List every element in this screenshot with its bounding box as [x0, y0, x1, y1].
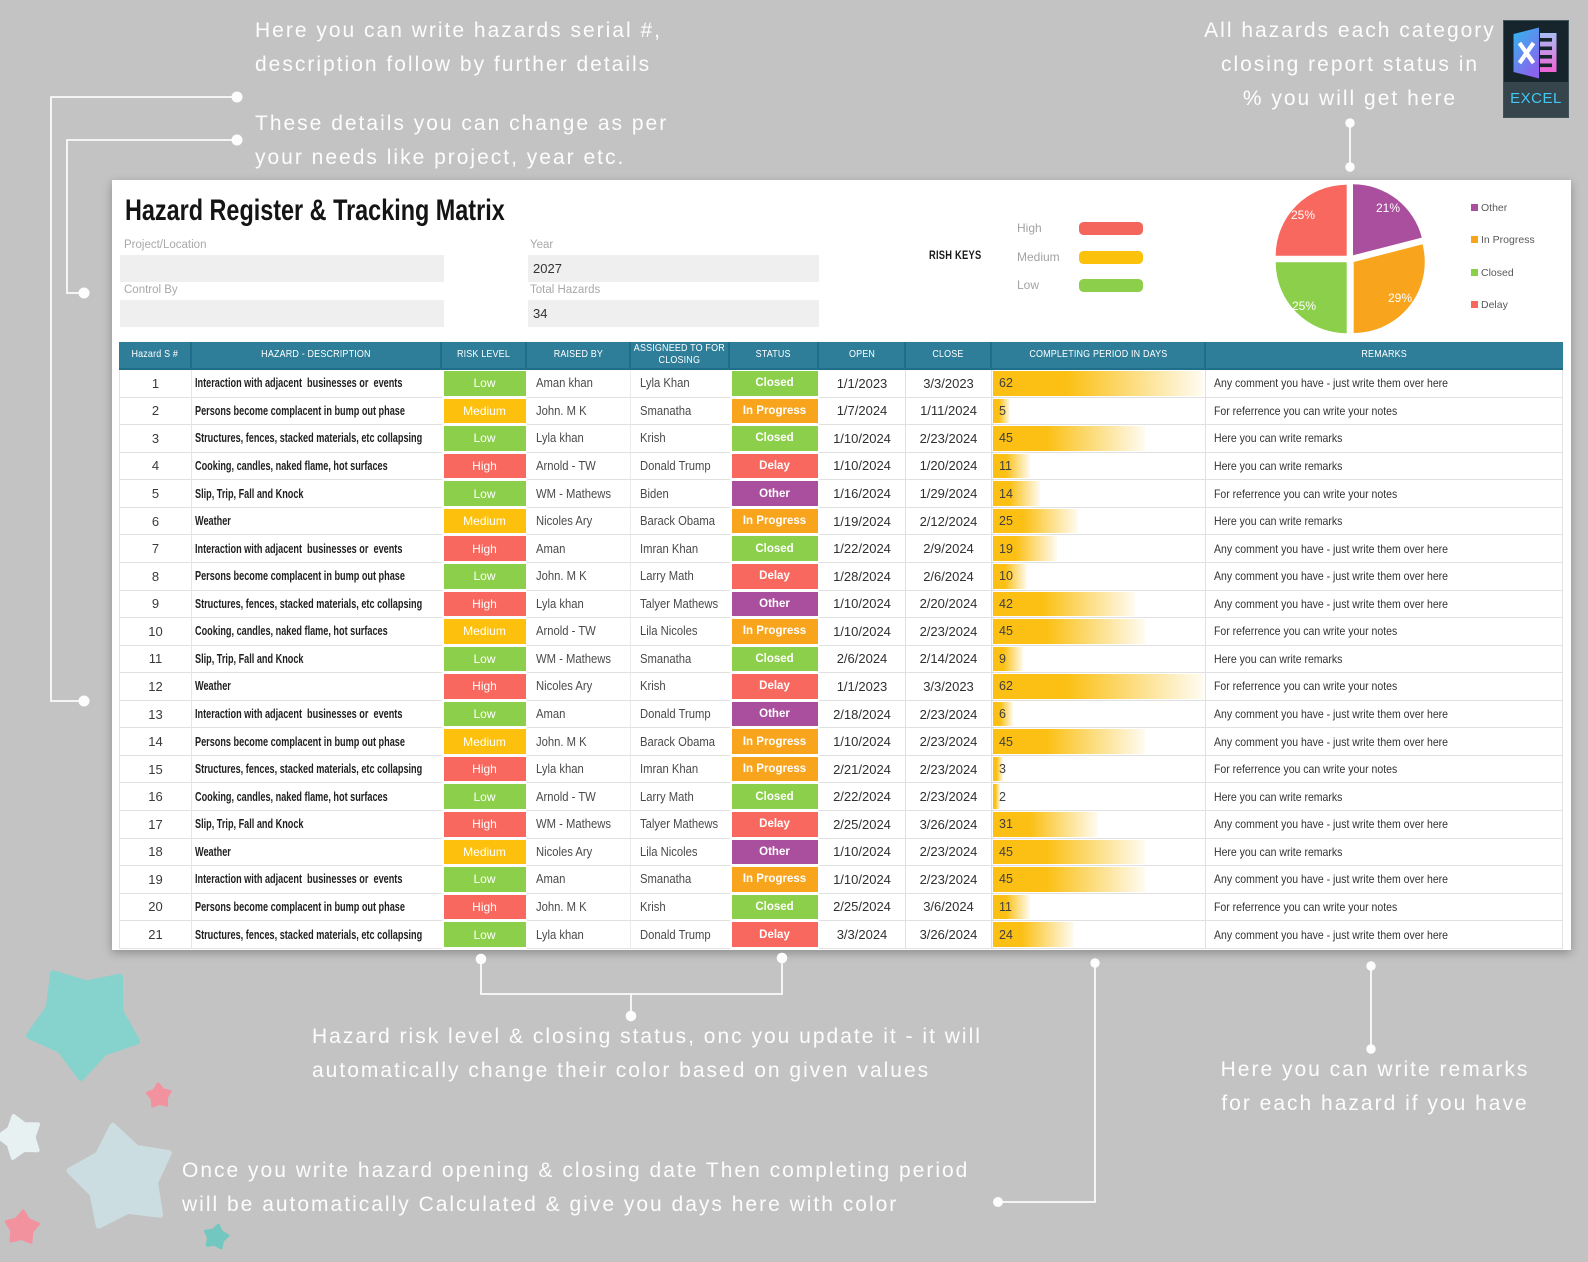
- svg-text:21%: 21%: [1376, 201, 1400, 215]
- svg-text:25%: 25%: [1291, 208, 1315, 222]
- svg-text:29%: 29%: [1388, 291, 1412, 305]
- svg-text:25%: 25%: [1292, 299, 1316, 313]
